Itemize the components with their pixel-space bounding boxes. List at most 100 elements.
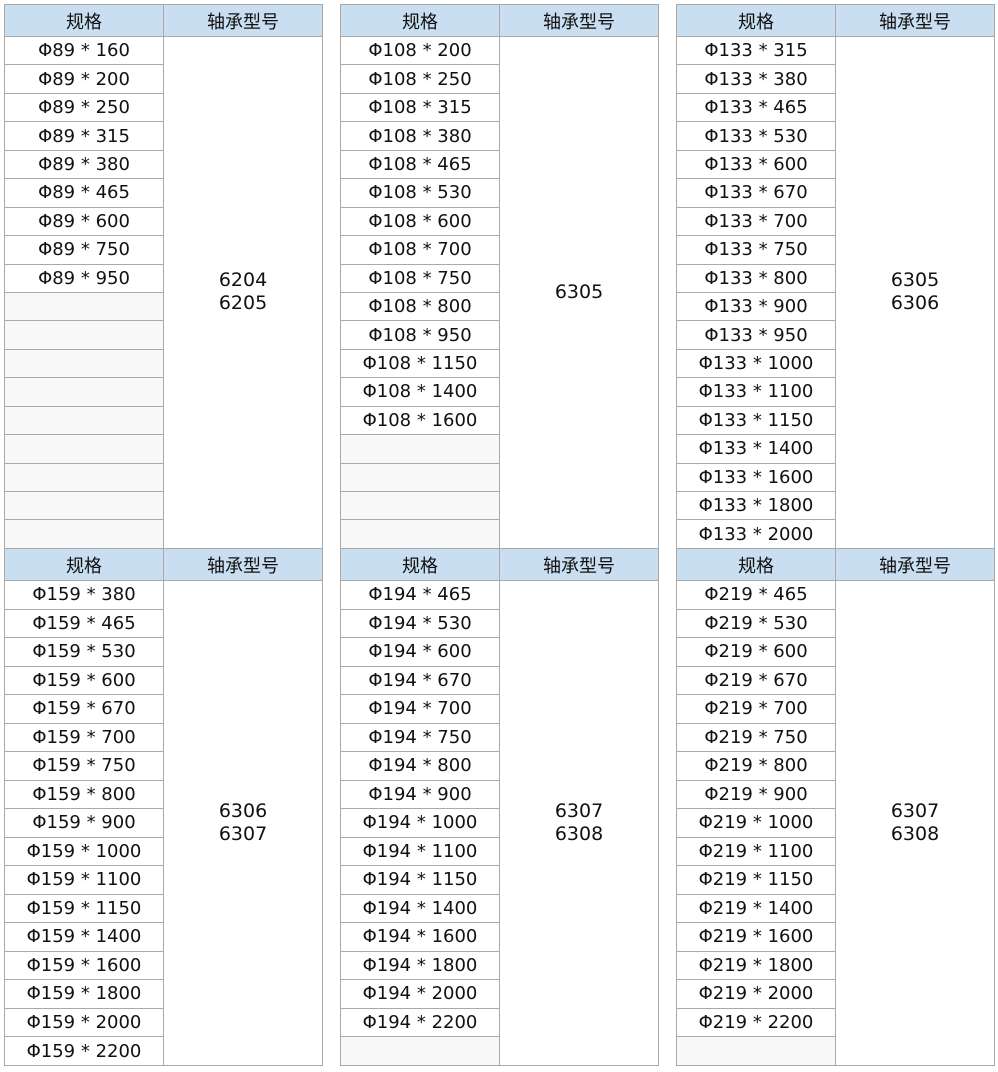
- table-row: Φ133 * 950: [676, 320, 995, 350]
- spec-cell: Φ89 * 950: [4, 263, 164, 293]
- bearing-model: 6307: [554, 799, 604, 822]
- header-spec: 规格: [4, 548, 164, 581]
- table-row: Φ108 * 1600: [340, 405, 659, 436]
- table-row: [340, 490, 659, 521]
- spec-cell: Φ219 * 670: [676, 665, 836, 696]
- spec-cell: Φ133 * 1150: [676, 405, 836, 436]
- spec-cell: [4, 405, 164, 436]
- spec-cell: Φ133 * 1400: [676, 434, 836, 464]
- table-row: Φ108 * 600: [340, 206, 659, 237]
- spec-cell: Φ159 * 1000: [4, 836, 164, 867]
- spec-cell: Φ194 * 900: [340, 779, 500, 810]
- table-row: Φ159 * 1150: [4, 893, 323, 924]
- spec-cell: [340, 434, 500, 464]
- table-row: Φ133 * 800: [676, 263, 995, 293]
- table-row: [4, 348, 323, 379]
- spec-cell: Φ194 * 800: [340, 751, 500, 781]
- spec-cell: Φ219 * 1600: [676, 922, 836, 952]
- table-row: Φ159 * 750: [4, 751, 323, 781]
- model-cell: 6204 6205: [163, 36, 323, 549]
- spec-cell: Φ133 * 1600: [676, 462, 836, 493]
- table-row: Φ194 * 2200: [340, 1007, 659, 1038]
- table-row: Φ133 * 750: [676, 235, 995, 265]
- spec-cell: Φ108 * 1400: [340, 377, 500, 407]
- table-row: Φ133 * 315 6305 6306: [676, 35, 995, 549]
- spec-cell: [340, 490, 500, 521]
- spec-cell: Φ159 * 2000: [4, 1007, 164, 1038]
- spec-cell: Φ89 * 315: [4, 121, 164, 151]
- table-row: Φ219 * 2000: [676, 979, 995, 1009]
- spec-cell: Φ133 * 950: [676, 320, 836, 350]
- header-row: 规格 轴承型号: [4, 4, 323, 37]
- spec-cell: Φ159 * 900: [4, 808, 164, 838]
- bearing-model: 6307: [890, 799, 940, 822]
- header-spec: 规格: [340, 4, 500, 37]
- table-row: Φ108 * 200 6305: [340, 35, 659, 549]
- spec-cell: Φ219 * 1150: [676, 865, 836, 895]
- table-row: Φ219 * 2200: [676, 1007, 995, 1038]
- bearing-table: 规格 轴承型号 Φ108 * 200 6305 Φ108 * 250 Φ108 * 315…: [340, 4, 659, 549]
- table-row: Φ159 * 900: [4, 808, 323, 838]
- spec-cell: Φ133 * 700: [676, 206, 836, 237]
- table-row: [4, 291, 323, 322]
- table-row: [4, 405, 323, 436]
- bearing-model: 6204: [218, 269, 268, 292]
- header-spec: 规格: [676, 548, 836, 581]
- spec-cell: [4, 377, 164, 407]
- spec-cell: Φ219 * 1000: [676, 808, 836, 838]
- table-row: Φ89 * 750: [4, 235, 323, 265]
- table-row: Φ219 * 1600: [676, 922, 995, 952]
- spec-cell: Φ108 * 1600: [340, 405, 500, 436]
- table-row: Φ194 * 2000: [340, 979, 659, 1009]
- spec-cell: Φ89 * 200: [4, 64, 164, 94]
- bearing-table: 规格 轴承型号 Φ159 * 380 6306 6307 Φ159 * 465 Φ159 *…: [4, 548, 323, 1066]
- table-row: Φ89 * 200: [4, 64, 323, 94]
- table-row: Φ159 * 800: [4, 779, 323, 810]
- table-row: Φ219 * 1000: [676, 808, 995, 838]
- bearing-model: 6305: [554, 280, 604, 303]
- header-row: 规格 轴承型号: [4, 548, 323, 581]
- bearing-table: 规格 轴承型号 Φ194 * 465 6307 6308 Φ194 * 530 Φ194 *…: [340, 548, 659, 1066]
- model-cell: 6305 6306: [835, 36, 995, 549]
- table-row: Φ194 * 1150: [340, 865, 659, 895]
- bearing-model: 6205: [218, 292, 268, 315]
- bearing-table: 规格 轴承型号 Φ133 * 315 6305 6306 Φ133 * 380 Φ133 *…: [676, 4, 995, 549]
- bearing-model: 6307: [218, 822, 268, 845]
- table-row: Φ219 * 800: [676, 751, 995, 781]
- table-row: Φ159 * 465: [4, 608, 323, 639]
- spec-cell: Φ108 * 200: [340, 35, 500, 66]
- table-row: Φ133 * 1800: [676, 490, 995, 521]
- spec-cell: Φ194 * 1000: [340, 808, 500, 838]
- spec-cell: Φ133 * 530: [676, 121, 836, 151]
- table-row: Φ133 * 1400: [676, 434, 995, 464]
- table-row: Φ159 * 700: [4, 722, 323, 753]
- table-row: [4, 320, 323, 350]
- bearing-model: 6308: [890, 822, 940, 845]
- spec-cell: Φ133 * 465: [676, 92, 836, 123]
- header-model: 轴承型号: [499, 548, 659, 581]
- spec-cell: Φ159 * 465: [4, 608, 164, 639]
- spec-cell: Φ133 * 1000: [676, 348, 836, 379]
- spec-cell: Φ194 * 1150: [340, 865, 500, 895]
- spec-cell: Φ89 * 250: [4, 92, 164, 123]
- spec-cell: Φ89 * 600: [4, 206, 164, 237]
- spec-cell: Φ159 * 600: [4, 665, 164, 696]
- spec-cell: Φ219 * 530: [676, 608, 836, 639]
- spec-cell: Φ133 * 1100: [676, 377, 836, 407]
- table-row: Φ133 * 530: [676, 121, 995, 151]
- spec-cell: Φ159 * 800: [4, 779, 164, 810]
- spec-cell: Φ194 * 530: [340, 608, 500, 639]
- spec-cell: Φ194 * 750: [340, 722, 500, 753]
- table-row: Φ219 * 670: [676, 665, 995, 696]
- table-row: Φ194 * 670: [340, 665, 659, 696]
- spec-cell: [340, 1036, 500, 1066]
- spec-cell: Φ159 * 700: [4, 722, 164, 753]
- bearing-model: 6305: [890, 269, 940, 292]
- table-row: Φ108 * 700: [340, 235, 659, 265]
- table-row: Φ194 * 1600: [340, 922, 659, 952]
- table-row: Φ159 * 2000: [4, 1007, 323, 1038]
- table-row: Φ89 * 160 6204 6205: [4, 35, 323, 549]
- header-model: 轴承型号: [499, 4, 659, 37]
- spec-cell: Φ89 * 380: [4, 149, 164, 180]
- bearing-model: 6306: [218, 799, 268, 822]
